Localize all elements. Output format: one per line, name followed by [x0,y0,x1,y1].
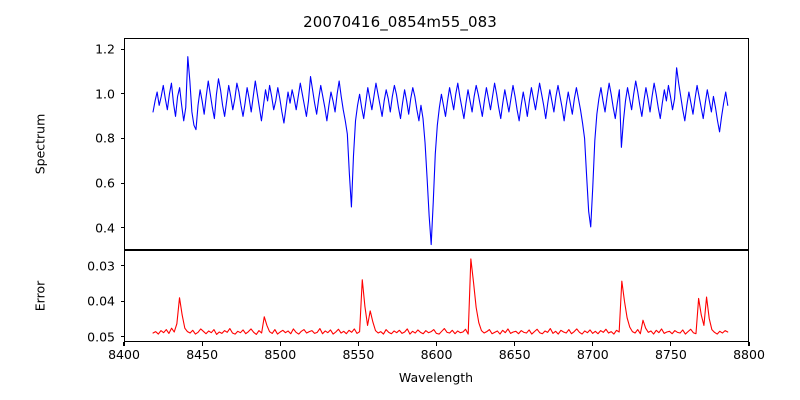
y-tick-mark-spectrum [120,93,124,95]
y-tick-label-spectrum: 0.6 [95,175,115,191]
x-axis-label: Wavelength [398,370,474,385]
y-tick-mark-spectrum [120,48,124,50]
x-tick-mark [357,342,359,346]
x-tick-label: 8600 [420,347,453,362]
y-tick-mark-spectrum [120,137,124,139]
x-tick-mark [435,342,438,346]
x-tick-label: 8800 [733,347,765,362]
x-tick-mark [201,342,203,346]
x-tick-label: 8400 [108,347,140,362]
x-tick-mark [123,342,125,346]
error-data-line [152,258,729,335]
y-tick-label-spectrum: 1.0 [95,86,115,102]
y-tick-mark-error [120,300,124,302]
y-tick-label-spectrum: 0.4 [95,220,115,236]
y-tick-label-error: 0.03 [87,258,115,274]
x-tick-label: 8450 [186,347,219,362]
chart-title: 20070416_0854m55_083 [303,13,497,31]
spectrum-data-line [152,56,729,246]
y-tick-label-spectrum: 0.8 [95,130,115,146]
y-tick-mark-error [120,336,124,338]
y-tick-mark-spectrum [120,227,124,229]
x-tick-mark [592,342,594,346]
y-tick-label-error: 0.05 [87,329,115,345]
y-tick-mark-error [120,265,124,267]
spectrum-plot-area [152,56,729,246]
x-tick-label: 8650 [498,347,531,362]
x-tick-mark [514,342,516,346]
x-tick-label: 8750 [654,347,687,362]
y-tick-label-error: 0.04 [87,293,115,309]
x-tick-mark [748,342,750,346]
x-tick-label: 8500 [264,347,297,362]
error-plot-area [152,258,729,335]
x-tick-mark [279,342,281,346]
spectrum-axes [124,38,749,250]
y-tick-label-spectrum: 1.2 [95,41,115,57]
error-axes [124,250,749,342]
x-tick-label: 8700 [576,347,609,362]
x-tick-mark [670,342,672,346]
x-tick-label: 8550 [342,347,375,362]
y-tick-mark-spectrum [120,182,124,184]
